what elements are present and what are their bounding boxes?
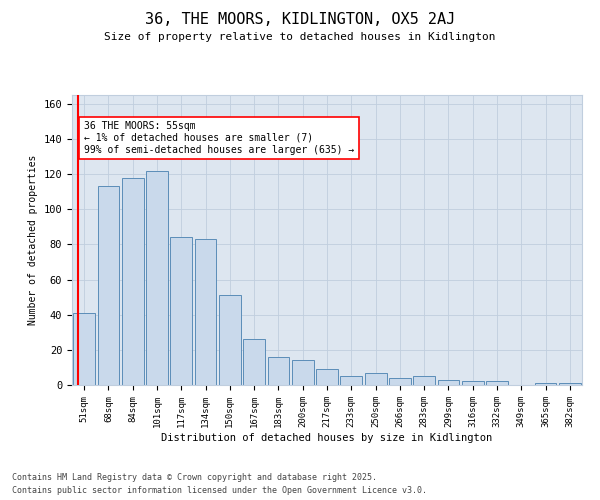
Bar: [462, 382, 484, 385]
Text: 36, THE MOORS, KIDLINGTON, OX5 2AJ: 36, THE MOORS, KIDLINGTON, OX5 2AJ: [145, 12, 455, 28]
Text: Contains HM Land Registry data © Crown copyright and database right 2025.: Contains HM Land Registry data © Crown c…: [12, 472, 377, 482]
Bar: [365, 372, 386, 385]
Text: 36 THE MOORS: 55sqm
← 1% of detached houses are smaller (7)
99% of semi-detached: 36 THE MOORS: 55sqm ← 1% of detached hou…: [84, 122, 354, 154]
Bar: [316, 369, 338, 385]
Bar: [535, 383, 556, 385]
Bar: [122, 178, 143, 385]
Bar: [559, 383, 581, 385]
Bar: [437, 380, 460, 385]
Bar: [486, 382, 508, 385]
Bar: [170, 238, 192, 385]
Bar: [219, 296, 241, 385]
Bar: [389, 378, 411, 385]
Bar: [243, 340, 265, 385]
Y-axis label: Number of detached properties: Number of detached properties: [28, 155, 38, 325]
Text: Size of property relative to detached houses in Kidlington: Size of property relative to detached ho…: [104, 32, 496, 42]
Bar: [73, 313, 95, 385]
Bar: [413, 376, 435, 385]
X-axis label: Distribution of detached houses by size in Kidlington: Distribution of detached houses by size …: [161, 432, 493, 442]
Bar: [268, 357, 289, 385]
Bar: [292, 360, 314, 385]
Bar: [340, 376, 362, 385]
Bar: [97, 186, 119, 385]
Bar: [146, 170, 168, 385]
Bar: [194, 239, 217, 385]
Text: Contains public sector information licensed under the Open Government Licence v3: Contains public sector information licen…: [12, 486, 427, 495]
